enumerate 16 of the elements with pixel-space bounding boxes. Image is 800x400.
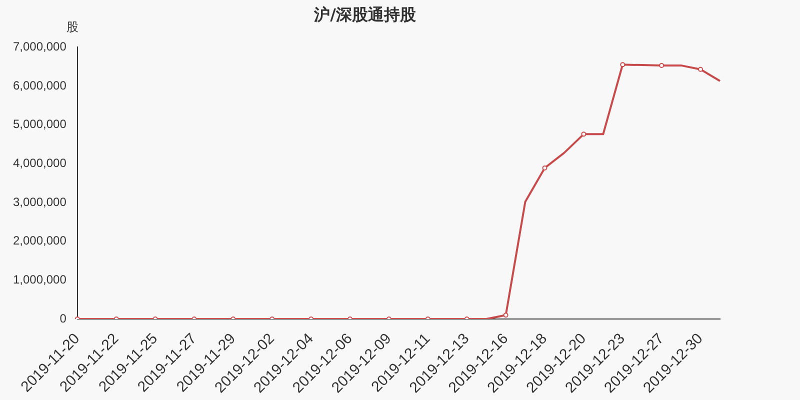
y-tick-label: 7,000,000 xyxy=(12,40,67,54)
y-tick-label: 4,000,000 xyxy=(12,156,67,170)
y-tick-label: 1,000,000 xyxy=(12,272,67,286)
point xyxy=(542,165,548,170)
y-tick-label: 2,000,000 xyxy=(12,234,67,248)
y-tick-label: 3,000,000 xyxy=(12,194,67,209)
point xyxy=(581,132,586,137)
y-tick-label: 6,000,000 xyxy=(12,78,67,92)
y-tick-label: 0 xyxy=(60,311,67,326)
point xyxy=(620,62,626,68)
point xyxy=(659,62,664,68)
y-tick-label: 5,000,000 xyxy=(12,117,67,132)
y-axis-title: 股 xyxy=(66,20,78,34)
point xyxy=(698,66,704,72)
point xyxy=(503,312,508,318)
chart-title: 沪/深股通持股 xyxy=(313,4,417,24)
